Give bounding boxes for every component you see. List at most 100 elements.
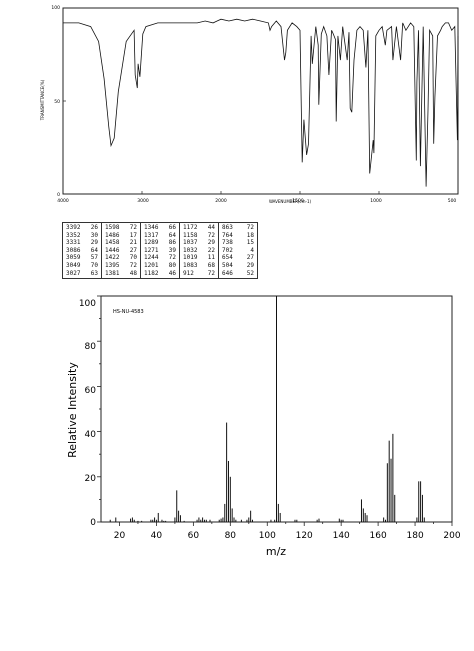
ir-peak-wavenumber: 1598: [105, 224, 120, 231]
ir-peak-transmittance: 17: [129, 231, 137, 239]
ir-peak-transmittance: 48: [129, 269, 137, 277]
ir-peak-entry: 1019 11: [183, 254, 215, 262]
ir-peak-column-3: 1172 44 1158 72 1037 29 1032 22 1019 11 1083 68 912 7…: [179, 221, 219, 280]
ir-peak-entry: 912 72: [183, 270, 215, 278]
ir-peak-transmittance: 4: [250, 246, 254, 254]
ir-peak-wavenumber: 863: [222, 224, 233, 231]
ir-peak-entry: 3059 57: [66, 254, 98, 262]
ir-peak-wavenumber: 1172: [183, 224, 198, 231]
ir-peak-entry: 738 15: [222, 239, 254, 247]
ms-x-tick-label-9: 200: [443, 531, 460, 541]
ir-x-tick-label-4: 1000: [370, 198, 382, 204]
ir-peak-entry: 1346 66: [144, 224, 176, 232]
ir-peak-entry: 1201 80: [144, 262, 176, 270]
ir-peak-entry: 1458 21: [105, 239, 137, 247]
ir-x-tick-label-0: 4000: [57, 198, 69, 204]
ir-peak-transmittance: 21: [129, 239, 137, 247]
ir-peak-transmittance: 63: [90, 269, 98, 277]
ir-peak-transmittance: 64: [90, 246, 98, 254]
ir-peak-transmittance: 46: [168, 269, 176, 277]
ir-peak-column-0: 3392 26 3352 30 3331 29 3086 64 3059 57 3049 70 3027…: [62, 221, 102, 280]
ir-peak-wavenumber: 3027: [66, 269, 81, 277]
ir-peak-transmittance: 80: [168, 261, 176, 269]
ir-peak-wavenumber: 1019: [183, 254, 198, 262]
ir-peak-wavenumber: 1446: [105, 246, 120, 254]
ir-peak-wavenumber: 3352: [66, 231, 81, 239]
ms-y-tick-label-5: 100: [79, 299, 96, 309]
ms-x-tick-label-2: 60: [188, 531, 200, 541]
ir-peak-entry: 3086 64: [66, 247, 98, 255]
ir-peak-wavenumber: 504: [222, 261, 233, 269]
ir-peak-entry: 3392 26: [66, 224, 98, 232]
ir-peak-transmittance: 64: [168, 231, 176, 239]
ms-x-tick-label-6: 140: [333, 531, 350, 541]
ir-peak-entry: 1032 22: [183, 247, 215, 255]
ir-peak-entry: 3352 30: [66, 232, 98, 240]
ir-peak-wavenumber: 3392: [66, 224, 81, 231]
ir-peak-wavenumber: 654: [222, 254, 233, 262]
ir-peak-entry: 1172 44: [183, 224, 215, 232]
ir-peak-table: 3392 26 3352 30 3331 29 3086 64 3059 57 3049 70 3027…: [62, 221, 258, 280]
ir-peak-wavenumber: 1201: [144, 261, 159, 269]
ir-peak-entry: 1083 68: [183, 262, 215, 270]
ms-x-axis-label: m/z: [266, 545, 286, 558]
ms-y-tick-label-4: 80: [85, 342, 97, 352]
ms-x-tick-label-1: 40: [151, 531, 163, 541]
ms-annotation: HS-NU-4583: [113, 309, 144, 315]
ir-peak-entry: 1182 46: [144, 270, 176, 278]
ir-peak-wavenumber: 1486: [105, 231, 120, 239]
ir-peak-transmittance: 72: [207, 231, 215, 239]
ir-y-tick-label-2: 0: [57, 192, 60, 198]
ir-peak-transmittance: 22: [207, 246, 215, 254]
ir-peak-transmittance: 68: [207, 261, 215, 269]
ir-peak-wavenumber: 1032: [183, 246, 198, 254]
ir-peak-transmittance: 57: [90, 254, 98, 262]
ms-x-tick-label-7: 160: [370, 531, 387, 541]
ir-peak-entry: 3027 63: [66, 270, 98, 278]
ir-peak-transmittance: 26: [90, 224, 98, 231]
ir-peak-entry: 1598 72: [105, 224, 137, 232]
ir-peak-wavenumber: 646: [222, 269, 233, 277]
ms-x-tick-label-5: 120: [296, 531, 313, 541]
ir-y-tick-label-1: 50: [54, 99, 60, 105]
ir-x-tick-label-3: 1500: [292, 198, 304, 204]
ms-y-tick-label-2: 40: [85, 430, 97, 440]
ir-spectrum-line: [63, 18, 459, 187]
ir-peak-entry: 3049 70: [66, 262, 98, 270]
ir-peak-table-row: 3392 26 3352 30 3331 29 3086 64 3059 57 3049 70 3027…: [62, 221, 258, 280]
ir-peak-transmittance: 29: [90, 239, 98, 247]
ir-peak-wavenumber: 1158: [183, 231, 198, 239]
ir-peak-column-4: 863 72 764 18 738 15 702 4 654 27 504 29 646 52: [218, 221, 258, 280]
ir-peak-wavenumber: 1182: [144, 269, 159, 277]
ir-peak-wavenumber: 3086: [66, 246, 81, 254]
ir-peak-transmittance: 66: [168, 224, 176, 231]
ir-peak-transmittance: 11: [207, 254, 215, 262]
ir-x-tick-label-2: 2000: [215, 198, 227, 204]
ir-peak-entry: 504 29: [222, 262, 254, 270]
ir-peak-wavenumber: 1289: [144, 239, 159, 247]
ir-peak-wavenumber: 738: [222, 239, 233, 247]
ir-peak-transmittance: 72: [129, 261, 137, 269]
ir-peak-wavenumber: 1271: [144, 246, 159, 254]
ms-y-axis-label: Relative Intensity: [66, 362, 79, 458]
ir-peak-entry: 1422 70: [105, 254, 137, 262]
ir-peak-column-2: 1346 66 1317 64 1289 86 1271 39 1244 72 1201 80 1182…: [140, 221, 180, 280]
ir-peak-entry: 764 18: [222, 232, 254, 240]
ir-peak-entry: 1271 39: [144, 247, 176, 255]
ir-peak-wavenumber: 1395: [105, 261, 120, 269]
ir-peak-transmittance: 86: [168, 239, 176, 247]
ir-peak-transmittance: 44: [207, 224, 215, 231]
ir-peak-entry: 1289 86: [144, 239, 176, 247]
ir-peak-entry: 1037 29: [183, 239, 215, 247]
ir-peak-entry: 654 27: [222, 254, 254, 262]
ir-peak-entry: 863 72: [222, 224, 254, 232]
ir-peak-transmittance: 72: [168, 254, 176, 262]
ir-peak-wavenumber: 3059: [66, 254, 81, 262]
ms-tick-marks: [97, 295, 453, 526]
ir-peak-entry: 1317 64: [144, 232, 176, 240]
ir-peak-wavenumber: 1244: [144, 254, 159, 262]
ir-peak-entry: 1486 17: [105, 232, 137, 240]
ir-peak-entry: 702 4: [222, 247, 254, 255]
ir-peak-transmittance: 72: [129, 224, 137, 231]
ir-peak-transmittance: 27: [129, 246, 137, 254]
